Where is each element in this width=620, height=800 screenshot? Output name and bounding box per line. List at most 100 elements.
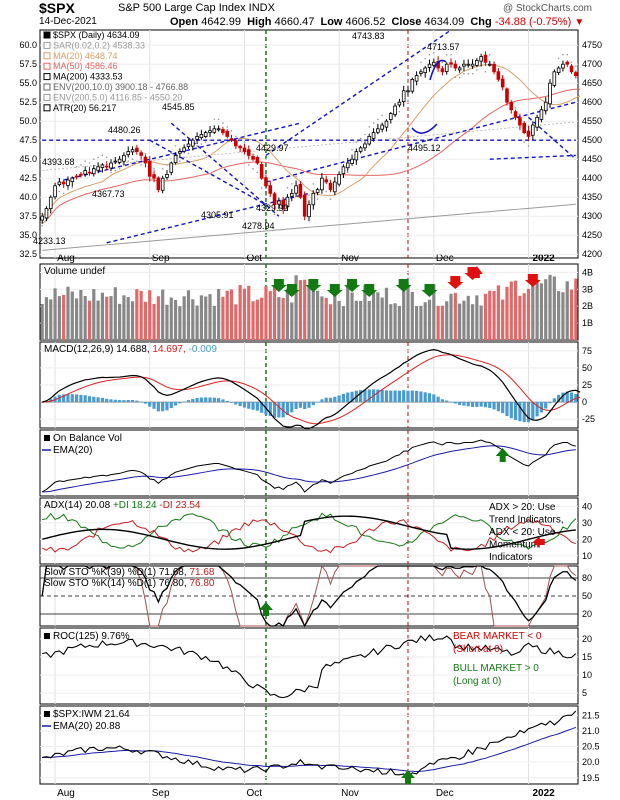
candle-body — [548, 82, 552, 105]
sar-dot — [269, 202, 272, 204]
volume-bar — [169, 297, 173, 340]
legend-swatch — [43, 41, 51, 49]
candle-body — [165, 173, 169, 178]
volume-bar — [148, 290, 152, 340]
sar-dot — [527, 145, 530, 147]
obv-legend-swatch — [44, 435, 50, 441]
volume-bar — [406, 287, 410, 340]
macd-histogram-bar — [113, 399, 117, 403]
volume-bar — [281, 297, 285, 340]
macd-histogram-bar — [518, 402, 522, 422]
price-annotation: 4713.57 — [427, 42, 460, 52]
sar-dot — [364, 133, 366, 136]
candle-body — [333, 181, 337, 193]
candle-body — [574, 72, 578, 76]
sar-dot — [256, 171, 259, 174]
ratio-legend: $SPX:IWM 21.64 — [53, 709, 130, 720]
volume-bar — [423, 302, 427, 340]
macd-histogram-bar — [298, 402, 302, 408]
macd-histogram-bar — [449, 401, 453, 403]
sar-dot — [118, 167, 121, 170]
candle-body — [539, 109, 544, 120]
price-legend-3: MA(50) 4586.46 — [53, 61, 118, 71]
volume-bar — [182, 296, 186, 340]
candle-body — [289, 192, 294, 197]
candle-body — [526, 130, 531, 137]
price-annotation: 4305.91 — [201, 210, 234, 220]
ratio-ema-line — [42, 726, 577, 773]
green-down-arrow-icon — [283, 284, 300, 297]
legend-swatch — [43, 104, 51, 112]
candle-body — [432, 61, 436, 66]
macd-histogram-bar — [436, 396, 440, 403]
candle-body — [178, 151, 182, 154]
sar-dot — [476, 69, 478, 71]
sar-dot — [209, 139, 211, 141]
candle-body — [216, 128, 221, 131]
panel-frame-adx — [39, 497, 579, 565]
candle-body — [337, 173, 341, 185]
candle-body — [135, 147, 139, 152]
macd-histogram-bar — [311, 402, 315, 406]
candle-body — [367, 135, 372, 145]
sar-dot — [252, 167, 254, 170]
green-down-arrow-icon — [270, 279, 287, 292]
macd-histogram-bar — [122, 400, 126, 403]
macd-histogram-bar — [389, 390, 393, 403]
macd-histogram-bar — [453, 402, 457, 404]
sar-dot — [377, 118, 379, 121]
volume-bar — [462, 300, 466, 340]
volume-bar — [522, 293, 526, 340]
volume-tick: 4B — [582, 267, 593, 277]
candle-body — [535, 117, 539, 128]
stoch-slow-legend: Slow STO %K(39) %D(1) 71.68, 71.68 — [44, 567, 215, 578]
candle-body — [285, 196, 290, 208]
volume-bar — [483, 293, 488, 340]
macd-tick: 75 — [582, 346, 592, 356]
sar-dot — [312, 183, 315, 185]
candle-body — [281, 199, 285, 209]
candle-body — [212, 128, 217, 133]
low-value: 4606.52 — [345, 16, 386, 28]
volume-bar — [49, 299, 53, 340]
top-axis-label: Sep — [152, 253, 170, 264]
sar-dot — [226, 126, 229, 128]
symbol-name: S&P 500 Large Cap Index INDX — [118, 2, 275, 14]
sar-dot — [196, 145, 198, 147]
macd-histogram-bar — [492, 402, 496, 410]
sar-dot — [286, 186, 289, 189]
volume-bar — [79, 289, 83, 340]
sar-dot — [463, 72, 465, 75]
volume-bar — [427, 299, 432, 340]
macd-histogram-bar — [139, 401, 143, 403]
macd-histogram-bar — [156, 402, 160, 412]
volume-bar — [380, 297, 384, 340]
sar-dot — [420, 61, 422, 64]
candle-body — [182, 147, 186, 152]
candle-body — [475, 60, 479, 66]
candle-body — [87, 171, 92, 174]
price-right-tick: 4350 — [582, 192, 602, 202]
sar-dot — [105, 156, 108, 159]
volume-bar — [561, 292, 565, 340]
macd-histogram-bar — [470, 402, 475, 407]
candle-body — [221, 129, 225, 133]
price-left-tick: 32.5 — [19, 249, 37, 259]
macd-histogram-bar — [531, 402, 535, 420]
panel-frame-ratio — [39, 705, 579, 785]
ratio-tick: 20.0 — [582, 757, 600, 767]
macd-histogram-bar — [324, 397, 328, 403]
low-label: Low — [320, 16, 343, 28]
volume-bar — [272, 287, 277, 340]
sar-dot — [213, 118, 216, 121]
volume-bar — [195, 305, 199, 340]
sar-dot — [265, 194, 267, 197]
macd-histogram-bar — [62, 394, 66, 403]
sar-dot — [510, 99, 513, 102]
macd-histogram-bar — [277, 402, 281, 418]
candle-body — [255, 157, 260, 164]
candle-body — [401, 90, 406, 103]
macd-histogram-bar — [70, 394, 74, 403]
bottom-arc-marker — [411, 123, 438, 134]
volume-bar — [96, 300, 100, 340]
